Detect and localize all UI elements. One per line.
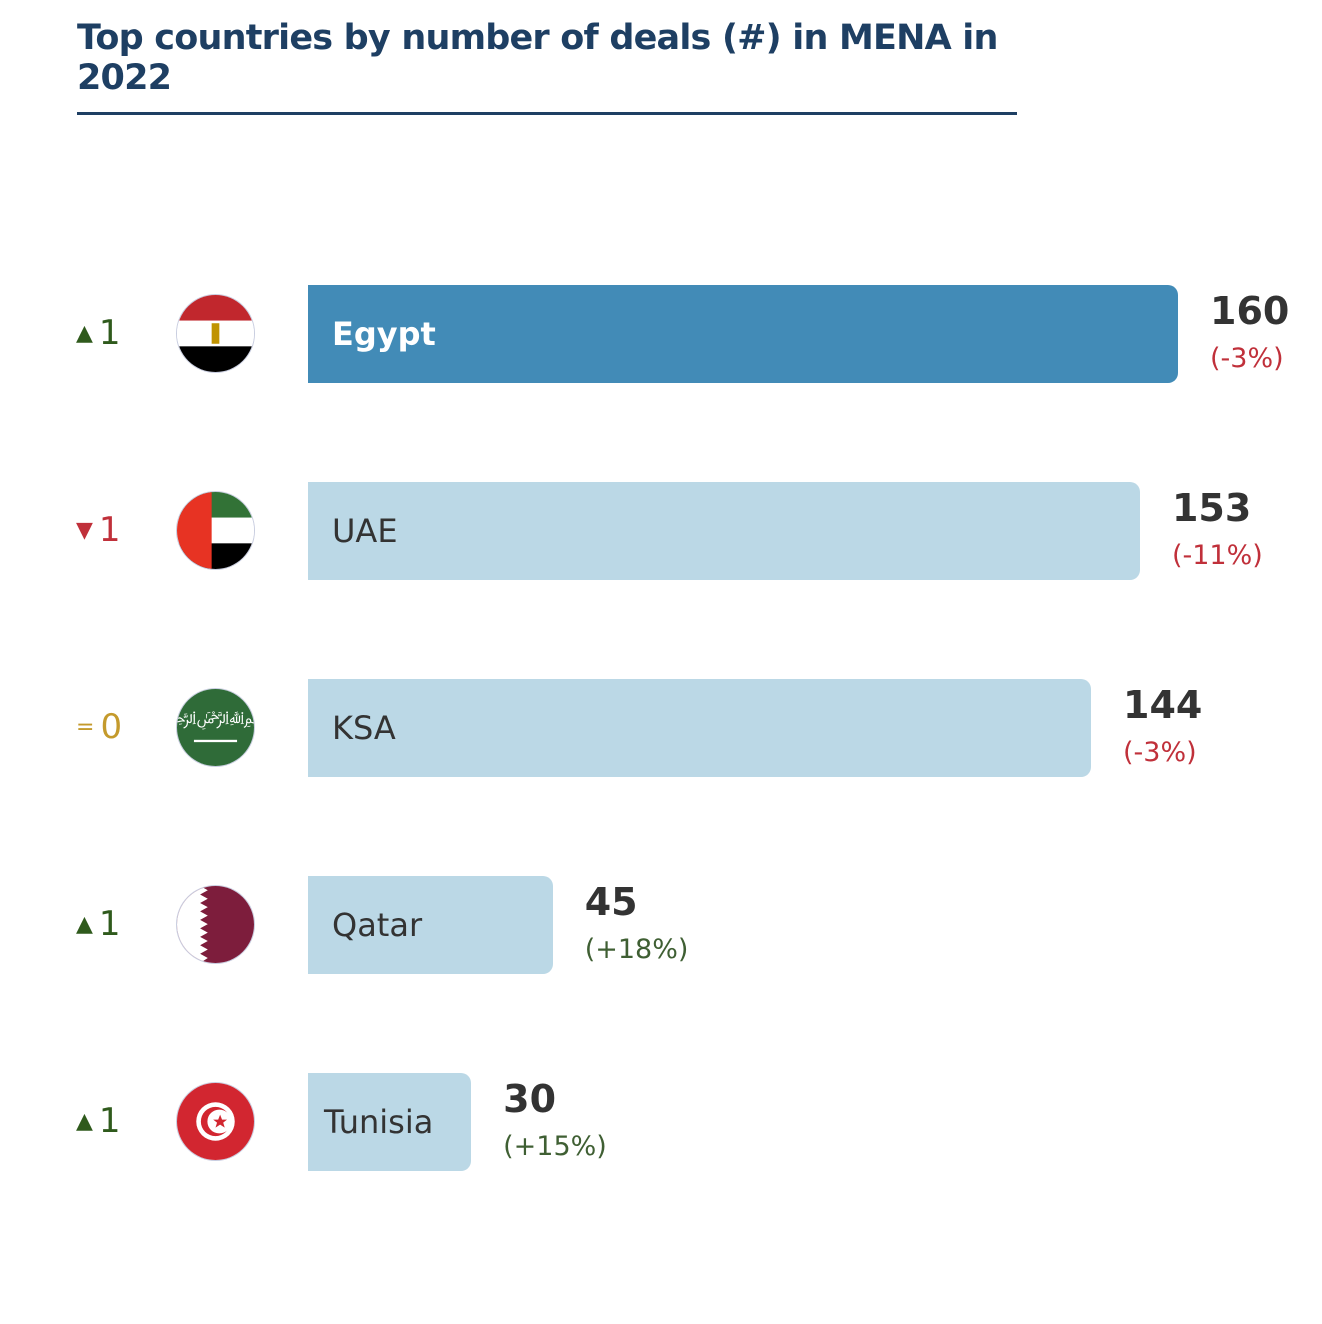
rank-same-icon: = <box>76 714 95 740</box>
flag-tunisia-icon <box>177 1083 254 1160</box>
flag-ksa-icon: ﷽ <box>177 689 254 766</box>
data-label-change: (-11%) <box>1171 540 1263 571</box>
chart-title: Top countries by number of deals (#) in … <box>77 18 1017 115</box>
bar-label: Qatar <box>332 906 423 944</box>
bar-row-tunisia: ▲ 1 Tunisia 30 (+15%) <box>0 1073 1322 1171</box>
bar: UAE <box>308 482 1140 580</box>
rank-change-value: 1 <box>98 313 121 353</box>
rank-change: = 0 <box>76 707 122 747</box>
data-label-change: (-3%) <box>1210 343 1284 374</box>
bar-label: Egypt <box>332 315 436 353</box>
rank-change: ▲ 1 <box>76 313 121 353</box>
bar: KSA <box>308 679 1091 777</box>
rank-change: ▲ 1 <box>76 1101 121 1141</box>
rank-up-icon: ▲ <box>76 320 93 346</box>
flag-uae-icon <box>177 492 254 569</box>
rank-up-icon: ▲ <box>76 1108 93 1134</box>
rank-down-icon: ▼ <box>76 517 93 543</box>
bar-label: UAE <box>332 512 398 550</box>
bar: Egypt <box>308 285 1178 383</box>
rank-change-value: 1 <box>98 1101 121 1141</box>
rank-change: ▲ 1 <box>76 904 121 944</box>
bar-row-ksa: = 0 ﷽ KSA 144 (-3%) <box>0 679 1322 777</box>
flag-egypt-icon <box>177 295 254 372</box>
bar-label: Tunisia <box>324 1103 434 1141</box>
rank-change-value: 0 <box>100 707 123 747</box>
rank-change: ▼ 1 <box>76 510 121 550</box>
svg-text:﷽: ﷽ <box>177 707 254 730</box>
data-label-value: 30 <box>503 1077 557 1121</box>
data-label-change: (+18%) <box>584 934 689 965</box>
bar-row-uae: ▼ 1 UAE 153 (-11%) <box>0 482 1322 580</box>
rank-up-icon: ▲ <box>76 911 93 937</box>
bar: Qatar <box>308 876 553 974</box>
rank-change-value: 1 <box>98 510 121 550</box>
data-label-change: (+15%) <box>503 1131 607 1162</box>
data-label-value: 45 <box>584 880 638 924</box>
rank-change-value: 1 <box>98 904 121 944</box>
data-label-change: (-3%) <box>1123 737 1197 768</box>
data-label-value: 153 <box>1171 486 1252 530</box>
bar-label: KSA <box>332 709 396 747</box>
flag-qatar-icon <box>177 886 254 963</box>
bar-row-qatar: ▲ 1 Qatar 45 (+18%) <box>0 876 1322 974</box>
bar-row-egypt: ▲ 1 Egypt 160 (-3%) <box>0 285 1322 383</box>
data-label-value: 144 <box>1123 683 1203 727</box>
bar: Tunisia <box>308 1073 472 1171</box>
data-label-value: 160 <box>1210 289 1290 333</box>
